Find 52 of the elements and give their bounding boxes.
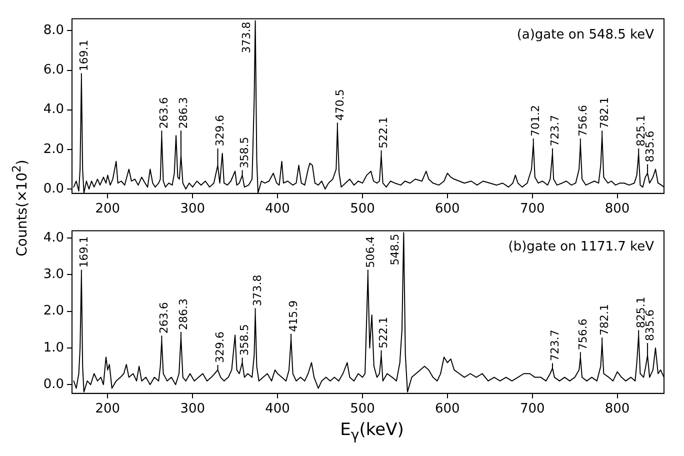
x-tick-label: 700 — [520, 402, 545, 417]
annotation: 782.1 — [598, 304, 611, 336]
annotation: 415.9 — [286, 300, 300, 332]
annotation: 373.8 — [240, 22, 254, 54]
annotation: 263.6 — [158, 97, 171, 129]
y-tick-label: 6.0 — [43, 62, 64, 78]
annotation: (a)gate on 548.5 keV — [516, 28, 654, 43]
y-tick-label: 8.0 — [43, 23, 64, 38]
x-tick-label: 500 — [350, 202, 375, 217]
annotation: 470.5 — [333, 89, 346, 121]
y-tick-label: 2.0 — [43, 304, 64, 319]
annotation: 373.8 — [251, 274, 264, 306]
x-tick-label: 200 — [95, 202, 120, 217]
annotation: 169.1 — [77, 236, 90, 268]
annotation: 286.3 — [176, 298, 190, 330]
annotation: 329.6 — [214, 331, 227, 363]
x-tick-label: 800 — [604, 202, 630, 217]
x-tick-label: 700 — [520, 202, 545, 217]
annotation: 329.6 — [214, 114, 227, 146]
y-tick-label: 1.0 — [43, 340, 64, 356]
x-tick-label: 300 — [180, 402, 206, 417]
annotation: 522.1 — [377, 116, 390, 148]
x-tick-label: 300 — [180, 202, 206, 217]
annotation: 548.5 — [388, 234, 402, 266]
annotation: 358.5 — [238, 324, 252, 356]
x-tick-label: 800 — [604, 402, 630, 417]
annotation: 756.6 — [576, 105, 590, 137]
y-tick-label: 4.0 — [43, 102, 64, 118]
annotation: 756.6 — [576, 318, 590, 350]
annotation: 169.1 — [77, 40, 90, 72]
annotation: 782.1 — [598, 97, 611, 129]
annotation: 701.2 — [529, 105, 542, 137]
x-tick-label: 600 — [435, 402, 460, 417]
annotation: 723.7 — [548, 114, 562, 146]
x-axis-title: E$_{γ}$(keV) — [339, 420, 405, 444]
x-tick-label: 400 — [265, 202, 290, 217]
x-tick-label: 400 — [265, 402, 290, 417]
y-tick-label: 0.0 — [43, 376, 64, 392]
y-tick-label: 3.0 — [43, 267, 64, 282]
annotation: 723.7 — [548, 330, 562, 362]
y-tick-label: 0.0 — [43, 181, 64, 196]
annotation: 263.6 — [158, 302, 171, 334]
x-tick-label: 600 — [435, 202, 460, 217]
annotation: 358.5 — [238, 136, 252, 168]
y-tick-label: 2.0 — [43, 142, 64, 157]
annotation: 522.1 — [377, 316, 390, 348]
annotation: (b)gate on 1171.7 keV — [508, 240, 654, 255]
x-tick-label: 200 — [95, 402, 120, 417]
y-tick-label: 4.0 — [43, 230, 64, 246]
annotation: 286.3 — [176, 97, 190, 129]
x-tick-label: 500 — [350, 402, 375, 417]
annotation: 506.4 — [364, 236, 377, 268]
